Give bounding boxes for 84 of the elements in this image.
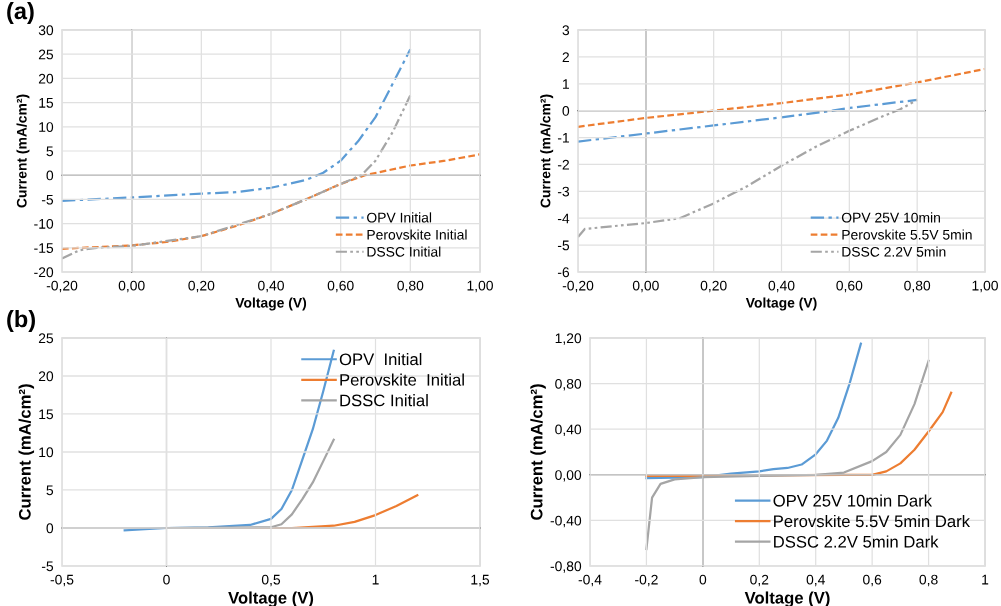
x-axis-title: Voltage (V) bbox=[745, 297, 817, 311]
x-tick-label: 0,80 bbox=[397, 280, 424, 293]
y-tick-label: -2 bbox=[557, 159, 569, 170]
x-tick-label: 0,2 bbox=[750, 574, 769, 587]
legend-label: OPV Initial bbox=[367, 212, 432, 223]
x-axis-title: Voltage (V) bbox=[235, 297, 307, 311]
legend-label: DSSC 2.2V 5min bbox=[842, 246, 946, 257]
x-tick-label: 0,80 bbox=[904, 280, 931, 293]
x-tick-label: 0,20 bbox=[700, 280, 727, 293]
x-tick-label: 0,40 bbox=[258, 280, 284, 293]
line-series bbox=[62, 48, 412, 202]
x-tick-label: 0,8 bbox=[919, 574, 938, 587]
x-tick-label: 0,00 bbox=[632, 280, 659, 293]
legend-label: DSSC 2.2V 5min Dark bbox=[774, 535, 939, 548]
y-tick-label: 20 bbox=[38, 371, 54, 382]
y-tick-label: -0,40 bbox=[550, 515, 582, 528]
y-tick-label: 0,80 bbox=[555, 378, 582, 391]
y-tick-label: 5 bbox=[46, 146, 54, 157]
y-tick-label: -10 bbox=[34, 218, 54, 229]
x-tick-label: 0,4 bbox=[806, 574, 825, 587]
x-tick-label: 1,00 bbox=[972, 280, 998, 293]
legend-label: Perovskite 5.5V 5min bbox=[842, 229, 972, 240]
y-tick-label: 20 bbox=[38, 73, 54, 84]
y-tick-label: -1 bbox=[557, 133, 569, 143]
y-axis-title: Current (mA/cm²) bbox=[16, 94, 30, 208]
y-tick-label: 2 bbox=[562, 52, 569, 62]
legend-label: DSSC Initial bbox=[340, 394, 428, 407]
y-tick-label: 25 bbox=[38, 49, 54, 60]
y-tick-label: 0 bbox=[562, 106, 570, 116]
y-tick-label: 0,00 bbox=[555, 470, 582, 482]
x-tick-label: -0,4 bbox=[578, 574, 602, 587]
x-tick-label: 0,40 bbox=[768, 280, 795, 293]
line-series bbox=[578, 98, 919, 143]
y-tick-label: 5 bbox=[46, 485, 54, 496]
y-tick-label: 15 bbox=[39, 409, 54, 420]
x-tick-label: 0,5 bbox=[261, 574, 281, 587]
legend-label: Perovskite 5.5V 5min Dark bbox=[774, 514, 971, 528]
y-tick-label: -0,80 bbox=[550, 561, 582, 573]
y-tick-label: -5 bbox=[41, 561, 54, 572]
y-axis-title: Current (mA/cm²) bbox=[540, 94, 554, 208]
line-series bbox=[123, 349, 335, 532]
x-tick-label: 1,00 bbox=[467, 280, 493, 293]
x-tick-label: 0,60 bbox=[836, 280, 863, 293]
x-tick-label: 0,6 bbox=[863, 574, 882, 587]
y-tick-label: 1,20 bbox=[555, 333, 582, 345]
x-tick-label: -0,2 bbox=[635, 574, 658, 587]
legend-label: Perovskite Initial bbox=[340, 373, 464, 386]
text: (a) bbox=[7, 2, 34, 25]
x-tick-label: 0,20 bbox=[188, 280, 215, 293]
x-tick-label: 1 bbox=[372, 574, 379, 585]
y-tick-label: 0,40 bbox=[555, 424, 582, 437]
x-tick-label: 0 bbox=[699, 574, 707, 585]
y-tick-label: 0 bbox=[46, 170, 54, 181]
x-tick-label: 0,00 bbox=[118, 280, 145, 293]
y-tick-label: -3 bbox=[557, 186, 570, 197]
y-tick-label: -6 bbox=[557, 267, 570, 278]
y-tick-label: 10 bbox=[39, 122, 54, 132]
x-tick-label: -0,20 bbox=[46, 280, 78, 293]
y-tick-label: -20 bbox=[34, 267, 54, 278]
legend-label: OPV Initial bbox=[339, 353, 422, 366]
x-tick-label: 1,5 bbox=[471, 574, 490, 587]
y-tick-label: 25 bbox=[38, 333, 54, 344]
legend-label: DSSC Initial bbox=[367, 246, 441, 257]
x-tick-label: -0,5 bbox=[50, 574, 74, 587]
y-tick-label: 30 bbox=[38, 25, 54, 36]
y-tick-label: -5 bbox=[41, 194, 54, 205]
x-tick-label: 1 bbox=[982, 574, 989, 585]
y-tick-label: 3 bbox=[562, 25, 570, 36]
y-tick-label: -15 bbox=[34, 243, 54, 253]
y-axis-title: Current (mA/cm²) bbox=[18, 384, 35, 520]
x-tick-label: -0,20 bbox=[562, 280, 594, 293]
y-tick-label: 15 bbox=[39, 98, 54, 108]
x-tick-label: 0,60 bbox=[327, 280, 354, 293]
x-tick-label: 0 bbox=[163, 574, 170, 585]
text: (b) bbox=[7, 310, 35, 333]
y-tick-label: -5 bbox=[557, 240, 570, 251]
y-tick-label: 0 bbox=[46, 523, 54, 534]
y-tick-label: -4 bbox=[557, 213, 570, 224]
legend-label: OPV 25V 10min Dark bbox=[773, 494, 933, 507]
y-tick-label: 10 bbox=[39, 447, 54, 458]
y-axis-title: Current (mA/cm²) bbox=[530, 384, 546, 520]
legend-label: Perovskite Initial bbox=[367, 229, 467, 240]
y-tick-label: 1 bbox=[563, 79, 569, 89]
legend-label: OPV 25V 10min bbox=[841, 212, 940, 223]
